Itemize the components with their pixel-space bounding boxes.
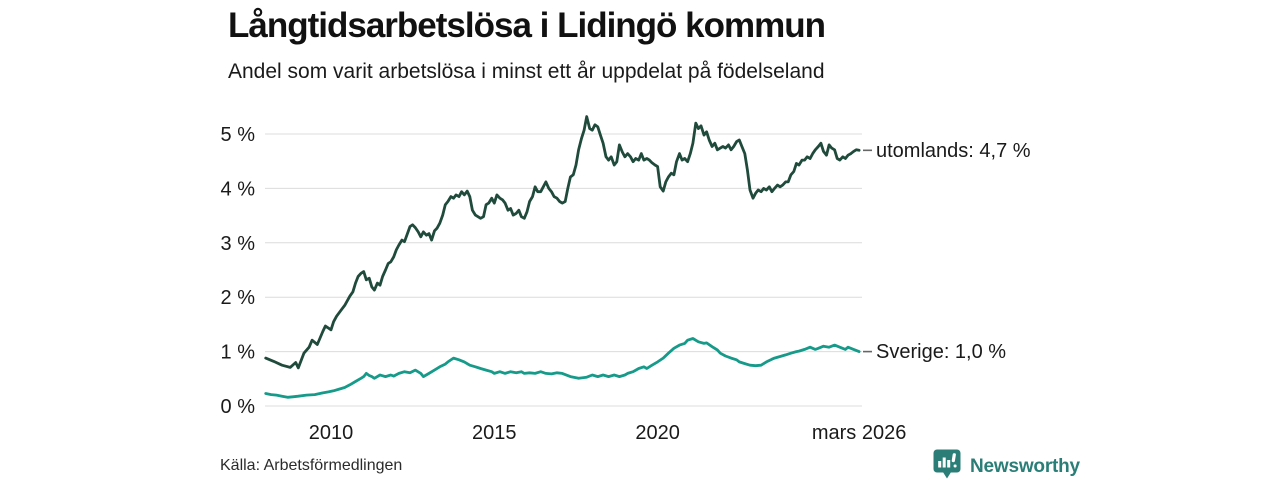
x-tick-label: 2010 bbox=[309, 422, 354, 444]
page-title: Långtidsarbetslösa i Lidingö kommun bbox=[228, 6, 826, 45]
y-tick-label: 3 % bbox=[221, 233, 256, 255]
sverige-line bbox=[264, 337, 861, 399]
series-end-label-sverige: Sverige: 1,0 % bbox=[876, 341, 1007, 363]
source-caption: Källa: Arbetsförmedlingen bbox=[220, 457, 403, 474]
chart-subtitle: Andel som varit arbetslösa i minst ett å… bbox=[228, 60, 825, 83]
x-tick-label: mars 2026 bbox=[812, 422, 907, 444]
y-tick-label: 1 % bbox=[221, 342, 256, 364]
x-tick-label: 2020 bbox=[635, 422, 680, 444]
x-tick-label: 2015 bbox=[472, 422, 517, 444]
y-tick-label: 4 % bbox=[221, 178, 256, 200]
y-tick-label: 2 % bbox=[221, 287, 256, 309]
newsworthy-wordmark: Newsworthy bbox=[970, 456, 1080, 477]
series-end-label-utomlands: utomlands: 4,7 % bbox=[876, 140, 1031, 162]
utomlands-line bbox=[264, 115, 861, 370]
newsworthy-chart-bubble-icon bbox=[933, 449, 961, 480]
newsworthy-logo: Newsworthy bbox=[933, 449, 1080, 480]
y-tick-label: 0 % bbox=[221, 396, 256, 418]
y-tick-label: 5 % bbox=[221, 124, 256, 146]
